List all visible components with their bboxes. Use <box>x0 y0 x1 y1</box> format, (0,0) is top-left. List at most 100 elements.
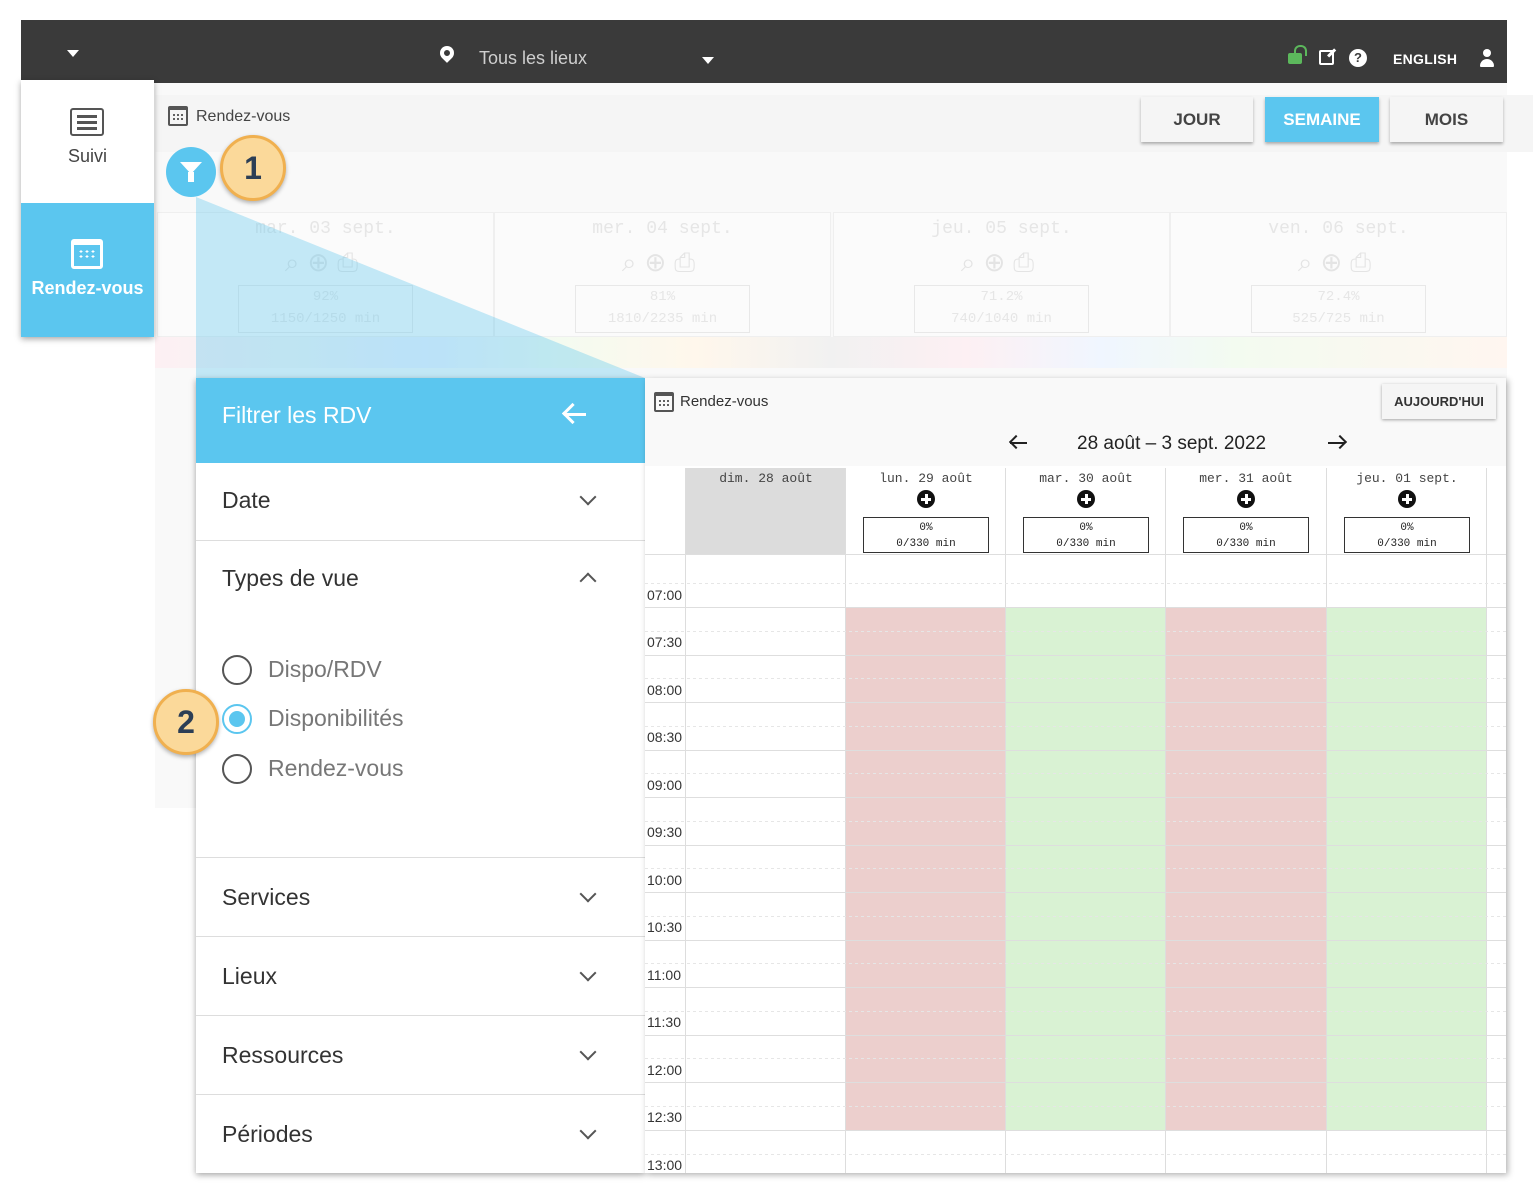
background-capacity-box: 71.2% 740/1040 min <box>914 285 1089 333</box>
time-label: 12:00 <box>647 1062 683 1078</box>
day-label: mar. 30 août <box>1039 471 1133 486</box>
capacity-box: 0% 0/330 min <box>1023 517 1149 553</box>
add-icon[interactable] <box>1077 490 1095 508</box>
filter-section-services[interactable]: Services <box>196 858 645 937</box>
user-icon[interactable] <box>1480 49 1494 67</box>
callout-badge: 2 <box>153 689 219 755</box>
time-label: 11:00 <box>647 967 681 983</box>
radio-rendez-vous[interactable] <box>222 754 252 784</box>
chevron-down-icon[interactable] <box>579 488 597 506</box>
filter-section-label: Date <box>222 487 271 513</box>
grid-line <box>645 940 1506 941</box>
filter-section-periodes[interactable]: Périodes <box>196 1095 645 1173</box>
filter-section-lieux[interactable]: Lieux <box>196 937 645 1016</box>
location-selector[interactable]: Tous les lieux <box>479 48 588 68</box>
page-title: Rendez-vous <box>196 108 291 125</box>
external-link-icon[interactable] <box>1319 50 1334 65</box>
grid-line <box>645 655 1506 656</box>
day-label: jeu. 01 sept. <box>1356 471 1458 486</box>
time-label: 10:30 <box>647 919 683 935</box>
grid-line <box>645 1130 1506 1131</box>
help-icon[interactable]: ? <box>1349 49 1367 67</box>
date-range: 28 août – 3 sept. 2022 <box>1077 433 1267 454</box>
grid-line <box>645 702 1506 703</box>
grid-line <box>645 1035 1506 1036</box>
background-day-label: jeu. 05 sept. <box>931 219 1072 239</box>
filter-panel: Filtrer les RDV Date Types de vue Dispo/… <box>196 378 645 1173</box>
background-day-actions: ⌕⊕⎙ <box>284 247 367 277</box>
background-day-label: mer. 04 sept. <box>592 219 733 239</box>
grid-line <box>645 821 1506 822</box>
chevron-down-icon[interactable] <box>579 1122 597 1140</box>
sidebar-item-rendez-vous[interactable]: Rendez-vous <box>21 203 154 337</box>
grid-line <box>645 554 1506 555</box>
grid-line <box>645 607 1506 608</box>
grid-line <box>645 583 1506 584</box>
radio-label[interactable]: Disponibilités <box>268 705 404 731</box>
grid-line <box>645 773 1506 774</box>
month-view-button[interactable]: MOIS <box>1390 97 1503 142</box>
grid-line <box>645 1154 1506 1155</box>
arrow-right-icon[interactable] <box>1328 435 1346 451</box>
time-label: 07:00 <box>647 587 683 603</box>
day-header: mar. 30 août 0% 0/330 min <box>1006 468 1166 554</box>
day-header: mer. 31 août 0% 0/330 min <box>1166 468 1326 554</box>
add-icon[interactable] <box>1237 490 1255 508</box>
filter-panel-title: Filtrer les RDV <box>222 402 372 428</box>
add-icon[interactable] <box>917 490 935 508</box>
day-column <box>1486 468 1506 1173</box>
grid-line <box>645 916 1506 917</box>
top-bar: Tous les lieux ? ENGLISH <box>21 20 1507 83</box>
filter-section-date[interactable]: Date <box>196 463 645 541</box>
radio-label[interactable]: Dispo/RDV <box>268 656 382 682</box>
filter-panel-header: Filtrer les RDV <box>196 378 645 463</box>
grid-line <box>645 892 1506 893</box>
background-capacity-box: 92% 1150/1250 min <box>238 285 413 333</box>
grid-line <box>645 631 1506 632</box>
language-switch[interactable]: ENGLISH <box>1393 51 1458 67</box>
add-icon[interactable] <box>1398 490 1416 508</box>
sidebar-item-label: Rendez-vous <box>31 278 144 298</box>
grid-line <box>645 963 1506 964</box>
grid-line <box>645 797 1506 798</box>
time-label: 11:30 <box>647 1014 681 1030</box>
filter-button[interactable] <box>166 147 216 197</box>
sidebar-item-suivi[interactable]: Suivi <box>21 80 154 203</box>
radio-label[interactable]: Rendez-vous <box>268 755 404 781</box>
day-label: mer. 31 août <box>1199 471 1293 486</box>
filter-section-ressources[interactable]: Ressources <box>196 1016 645 1095</box>
chevron-down-icon[interactable] <box>579 885 597 903</box>
unlock-icon[interactable] <box>1288 45 1307 64</box>
background-day-column: jeu. 05 sept. ⌕⊕⎙ 71.2% 740/1040 min <box>833 212 1170 337</box>
chevron-up-icon[interactable] <box>579 572 597 590</box>
capacity-box: 0% 0/330 min <box>1183 517 1309 553</box>
time-label: 09:00 <box>647 777 683 793</box>
capacity-box: 0% 0/330 min <box>1344 517 1470 553</box>
background-capacity-box: 81% 1810/2235 min <box>575 285 750 333</box>
menu-caret-icon[interactable] <box>67 50 79 57</box>
day-column: dim. 28 août <box>685 468 846 1173</box>
chevron-down-icon[interactable] <box>702 57 714 64</box>
today-button[interactable]: AUJOURD'HUI <box>1382 384 1496 419</box>
chevron-down-icon[interactable] <box>579 1043 597 1061</box>
grid-line <box>645 845 1506 846</box>
arrow-left-icon[interactable] <box>1010 435 1028 451</box>
callout-badge: 1 <box>220 135 286 201</box>
grid-line <box>645 678 1506 679</box>
calendar-icon <box>654 392 674 412</box>
background-day-column: mer. 04 sept. ⌕⊕⎙ 81% 1810/2235 min <box>494 212 831 337</box>
day-label: lun. 29 août <box>879 471 973 486</box>
time-label: 12:30 <box>647 1109 683 1125</box>
grid-line <box>645 987 1506 988</box>
radio-disponibilites[interactable] <box>222 704 252 734</box>
location-pin-icon <box>437 43 457 63</box>
chevron-down-icon[interactable] <box>579 964 597 982</box>
time-label: 09:30 <box>647 824 683 840</box>
day-view-button[interactable]: JOUR <box>1141 97 1253 142</box>
filter-section-label: Périodes <box>222 1121 313 1147</box>
week-view-button[interactable]: SEMAINE <box>1265 97 1379 142</box>
back-arrow-icon[interactable] <box>562 402 588 428</box>
radio-dispo-rdv[interactable] <box>222 655 252 685</box>
grid-line <box>645 868 1506 869</box>
filter-section-label: Services <box>222 884 311 910</box>
